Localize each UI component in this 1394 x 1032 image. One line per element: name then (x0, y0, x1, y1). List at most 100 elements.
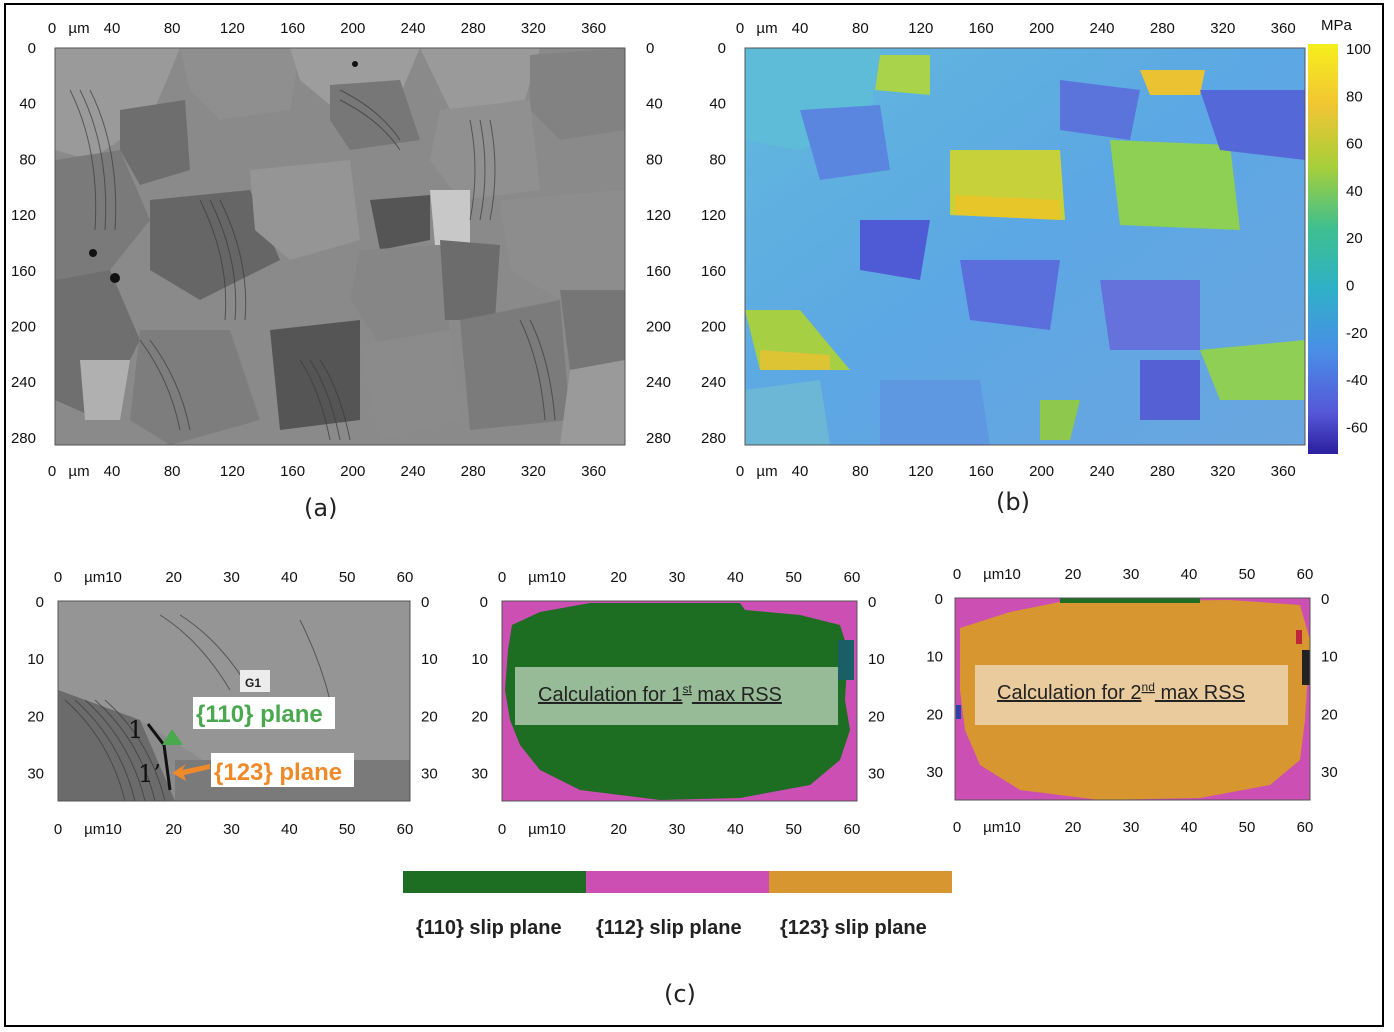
legend-label-110: {110} slip plane (416, 917, 562, 939)
panel-a-x-tick-top: 120 (220, 20, 245, 37)
panel-a-y-tick-left: 240 (11, 374, 36, 391)
panel-a-x-tick-bottom: 280 (461, 463, 486, 480)
panel-c1-x-tick-top: 40 (281, 569, 298, 586)
caption-c: (c) (664, 980, 696, 1008)
panel-a-x-tick-bottom: 0 (48, 463, 56, 480)
panel-c1-y-tick-left: 10 (27, 651, 44, 668)
plane-123-label: {123} plane (214, 759, 342, 786)
panel-b-stress-map (745, 48, 1305, 445)
panel-a-x-tick-bottom: 40 (104, 463, 121, 480)
grain-label: G1 (245, 676, 261, 690)
panel-c1-y-tick-left: 0 (36, 594, 44, 611)
panel-c2-y-tick-right: 20 (868, 708, 885, 725)
panel-c2-y-tick-left: 20 (471, 708, 488, 725)
panel-b-x-tick-top: 360 (1271, 20, 1296, 37)
panel-b-x-tick-top: 200 (1029, 20, 1054, 37)
panel-b-x-tick-bottom: 320 (1210, 463, 1235, 480)
panel-c2-y-tick-right: 30 (868, 765, 885, 782)
legend-label-112: {112} slip plane (596, 917, 742, 939)
panel-b-y-tick-left: 40 (709, 96, 726, 113)
panel-a-y-tick-right: 160 (646, 263, 671, 280)
panel-c1-x-tick-bottom: 60 (397, 821, 414, 838)
panel-a-y-tick-right: 200 (646, 319, 671, 336)
calc-2-box (975, 665, 1288, 725)
panel-c3-y-tick-left: 0 (935, 591, 943, 608)
plane-110-label: {110} plane (196, 701, 323, 728)
panel-b-x-tick-bottom: 80 (852, 463, 869, 480)
panel-a-y-tick-left: 40 (19, 96, 36, 113)
panel-c2-x-tick-bottom: µm10 (528, 821, 566, 838)
panel-c3-y-tick-left: 10 (926, 649, 943, 666)
panel-c2-x-tick-bottom: 20 (610, 821, 627, 838)
panel-c1-y-tick-right: 0 (421, 594, 429, 611)
panel-b-x-tick-top: 320 (1210, 20, 1235, 37)
panel-c2-x-tick-bottom: 50 (785, 821, 802, 838)
panel-b-x-tick-bottom: 360 (1271, 463, 1296, 480)
panel-c2-y-tick-right: 0 (868, 594, 876, 611)
panel-c1-x-tick-top: 60 (397, 569, 414, 586)
panel-c3-x-tick-bottom: 0 (953, 819, 961, 836)
caption-b: (b) (996, 488, 1030, 516)
panel-b-x-tick-bottom: 200 (1029, 463, 1054, 480)
panel-c1-y-tick-left: 30 (27, 765, 44, 782)
panel-b-y-tick-left: 240 (701, 374, 726, 391)
panel-b-y-tick-left: 80 (709, 151, 726, 168)
orange-arrow-marker (172, 764, 210, 781)
panel-c1-x-tick-bottom: 40 (281, 821, 298, 838)
panel-c3-x-tick-bottom: 60 (1297, 819, 1314, 836)
panel-a-y-tick-left: 120 (11, 207, 36, 224)
panel-b-x-tick-bottom: 40 (792, 463, 809, 480)
panel-a-x-tick-top: 320 (521, 20, 546, 37)
panel-c1-x-tick-bottom: 50 (339, 821, 356, 838)
panel-b-x-tick-top: 280 (1150, 20, 1175, 37)
colorbar-tick: 80 (1346, 88, 1363, 105)
panel-b-x-tick-bottom: 0 (736, 463, 744, 480)
panel-c3-x-tick-top: 50 (1239, 566, 1256, 583)
panel-c2-x-tick-top: 30 (669, 569, 686, 586)
colorbar-unit: MPa (1321, 17, 1353, 34)
panel-c1-x-tick-top: 0 (54, 569, 62, 586)
panel-c3-x-tick-bottom: µm10 (983, 819, 1021, 836)
panel-a-x-tick-bottom: 120 (220, 463, 245, 480)
figure-frame (4, 3, 1384, 1027)
panel-c2-x-tick-bottom: 40 (727, 821, 744, 838)
panel-c3-y-tick-right: 10 (1321, 649, 1338, 666)
panel-a-x-tick-top: 360 (581, 20, 606, 37)
panel-a-y-tick-left: 200 (11, 319, 36, 336)
legend-bar (403, 871, 952, 893)
panel-a-x-tick-top: 80 (164, 20, 181, 37)
panel-c1-x-tick-bottom: 0 (54, 821, 62, 838)
panel-a-y-tick-left: 0 (28, 40, 36, 57)
panel-a-y-tick-right: 40 (646, 96, 663, 113)
panel-a-x-tick-top: 160 (280, 20, 305, 37)
colorbar-tick: -20 (1346, 325, 1368, 342)
legend-label-123: {123} slip plane (780, 917, 927, 939)
panel-c3-x-tick-top: 60 (1297, 566, 1314, 583)
panel-a-y-tick-left: 160 (11, 263, 36, 280)
panel-c3-x-tick-top: 40 (1181, 566, 1198, 583)
panel-c2-x-tick-top: 40 (727, 569, 744, 586)
panel-a-y-tick-right: 240 (646, 374, 671, 391)
legend-swatch (769, 871, 952, 893)
panel-c3-x-tick-bottom: 30 (1123, 819, 1140, 836)
panel-b-x-tick-bottom: 240 (1089, 463, 1114, 480)
panel-c3-y-tick-right: 20 (1321, 706, 1338, 723)
colorbar-tick: 20 (1346, 230, 1363, 247)
calc-2-text: Calculation for 2nd max RSS (997, 680, 1245, 704)
colorbar-tick: 100 (1346, 41, 1371, 58)
panel-c1-x-tick-bottom: 30 (223, 821, 240, 838)
panel-c1-y-tick-right: 10 (421, 651, 438, 668)
panel-c2-x-tick-top: 50 (785, 569, 802, 586)
colorbar (1308, 44, 1338, 454)
calc-1-box (515, 667, 838, 725)
panel-b-x-tick-bottom: 160 (969, 463, 994, 480)
panel-a-x-tick-bottom: 200 (340, 463, 365, 480)
panel-c1-x-tick-top: µm10 (84, 569, 122, 586)
legend-swatch (403, 871, 586, 893)
panel-b-y-tick-left: 160 (701, 263, 726, 280)
panel-c3-x-tick-bottom: 40 (1181, 819, 1198, 836)
panel-c2-x-tick-bottom: 60 (844, 821, 861, 838)
panel-b-x-tick-bottom: 280 (1150, 463, 1175, 480)
panel-b-x-tick-top: µm (756, 20, 777, 37)
